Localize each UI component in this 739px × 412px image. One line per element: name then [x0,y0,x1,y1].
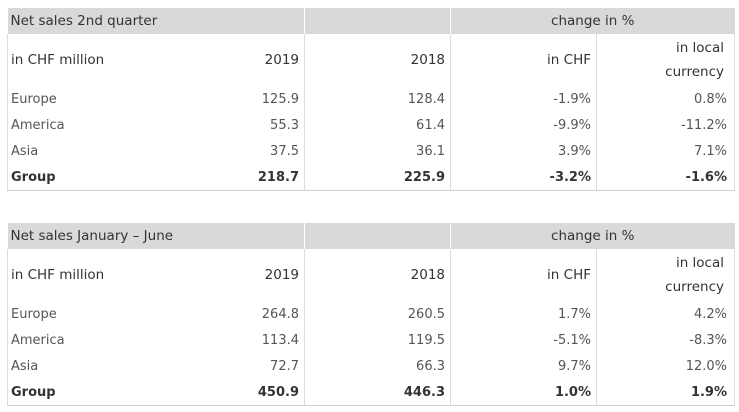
table-row: Asia 72.7 66.3 9.7% 12.0% [7,353,735,379]
col-2018: 2018 [304,249,451,301]
table-title: Net sales 2nd quarter [7,8,305,34]
value-2019: 72.7 [150,353,305,379]
value-2019: 264.8 [150,301,305,327]
change-header: change in % [450,223,735,249]
value-2019: 113.4 [150,327,305,353]
total-2018: 446.3 [304,379,451,406]
table-row: Europe 264.8 260.5 1.7% 4.2% [7,301,735,327]
value-2018: 61.4 [304,112,451,138]
value-chf: -1.9% [450,86,597,112]
value-local: 0.8% [596,86,735,112]
value-chf: -9.9% [450,112,597,138]
net-sales-q2-table: Net sales 2nd quarter change in % in CHF… [7,8,735,191]
column-header-row: in CHF million 2019 2018 in CHF in local… [7,34,735,86]
table-header-row: Net sales 2nd quarter change in % [7,8,735,34]
table-row: Europe 125.9 128.4 -1.9% 0.8% [7,86,735,112]
unit-label: in CHF million [7,249,151,301]
local-line1: in local [675,255,724,271]
table-row: America 113.4 119.5 -5.1% -8.3% [7,327,735,353]
col-2019: 2019 [150,34,305,86]
value-local: 12.0% [596,353,735,379]
value-2018: 128.4 [304,86,451,112]
column-header-row: in CHF million 2019 2018 in CHF in local… [7,249,735,301]
col-local-currency: in local currency [596,249,735,301]
col-in-chf: in CHF [450,34,597,86]
change-header: change in % [450,8,735,34]
total-2018: 225.9 [304,164,451,191]
value-local: 7.1% [596,138,735,164]
value-2019: 125.9 [150,86,305,112]
value-local: 4.2% [596,301,735,327]
value-2018: 66.3 [304,353,451,379]
total-local: 1.9% [596,379,735,406]
row-label: Europe [7,86,151,112]
total-2019: 450.9 [150,379,305,406]
row-label: Europe [7,301,151,327]
row-label: Asia [7,353,151,379]
unit-label: in CHF million [7,34,151,86]
col-2019: 2019 [150,249,305,301]
value-local: -8.3% [596,327,735,353]
value-2019: 37.5 [150,138,305,164]
total-2019: 218.7 [150,164,305,191]
value-chf: 3.9% [450,138,597,164]
value-chf: 9.7% [450,353,597,379]
local-line2: currency [665,64,724,80]
row-label: America [7,327,151,353]
col-2018: 2018 [304,34,451,86]
table-row: Asia 37.5 36.1 3.9% 7.1% [7,138,735,164]
value-chf: -5.1% [450,327,597,353]
value-local: -11.2% [596,112,735,138]
col-local-currency: in local currency [596,34,735,86]
value-2018: 260.5 [304,301,451,327]
row-label: Asia [7,138,151,164]
value-2019: 55.3 [150,112,305,138]
header-spacer [304,223,451,249]
total-chf: -3.2% [450,164,597,191]
value-chf: 1.7% [450,301,597,327]
total-label: Group [7,379,151,406]
local-line1: in local [675,40,724,56]
col-in-chf: in CHF [450,249,597,301]
total-chf: 1.0% [450,379,597,406]
row-label: America [7,112,151,138]
net-sales-h1-table: Net sales January – June change in % in … [7,223,735,406]
total-local: -1.6% [596,164,735,191]
table-header-row: Net sales January – June change in % [7,223,735,249]
local-line2: currency [665,279,724,295]
total-label: Group [7,164,151,191]
table-title: Net sales January – June [7,223,305,249]
header-spacer [304,8,451,34]
table-row: America 55.3 61.4 -9.9% -11.2% [7,112,735,138]
total-row: Group 218.7 225.9 -3.2% -1.6% [7,164,735,191]
value-2018: 36.1 [304,138,451,164]
value-2018: 119.5 [304,327,451,353]
total-row: Group 450.9 446.3 1.0% 1.9% [7,379,735,406]
